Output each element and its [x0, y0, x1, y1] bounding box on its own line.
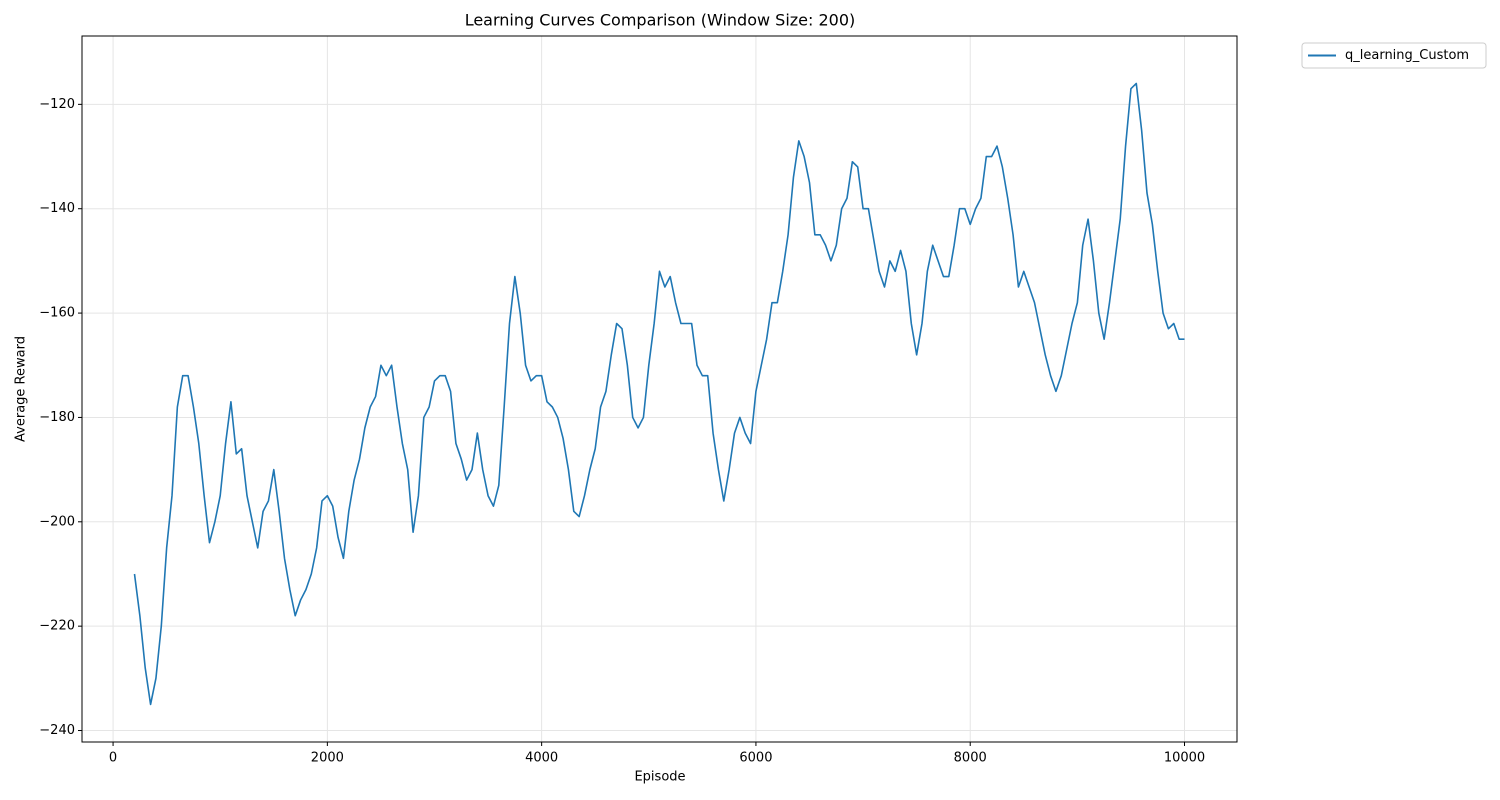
x-tick-label: 0: [109, 751, 117, 766]
y-axis-label: Average Reward: [14, 336, 29, 442]
chart-title: Learning Curves Comparison (Window Size:…: [465, 11, 856, 30]
y-tick-label: −200: [39, 514, 75, 529]
x-tick-label: 4000: [525, 751, 558, 766]
y-tick-label: −140: [39, 201, 75, 216]
x-tick-label: 6000: [739, 751, 772, 766]
y-tick-label: −160: [39, 306, 75, 321]
line-series: [133, 82, 1185, 706]
x-tick-label: 10000: [1164, 751, 1205, 766]
y-tick-label: −240: [39, 723, 75, 738]
y-tick-label: −220: [39, 619, 75, 634]
x-axis-label: Episode: [634, 770, 685, 785]
y-tick-label: −180: [39, 410, 75, 425]
legend-box: [1301, 42, 1487, 69]
legend-label: q_learning_Custom: [1345, 48, 1469, 63]
x-tick-label: 8000: [954, 751, 987, 766]
x-tick-label: 2000: [311, 751, 344, 766]
y-tick-label: −120: [39, 97, 75, 112]
plot-frame: [81, 35, 1238, 743]
